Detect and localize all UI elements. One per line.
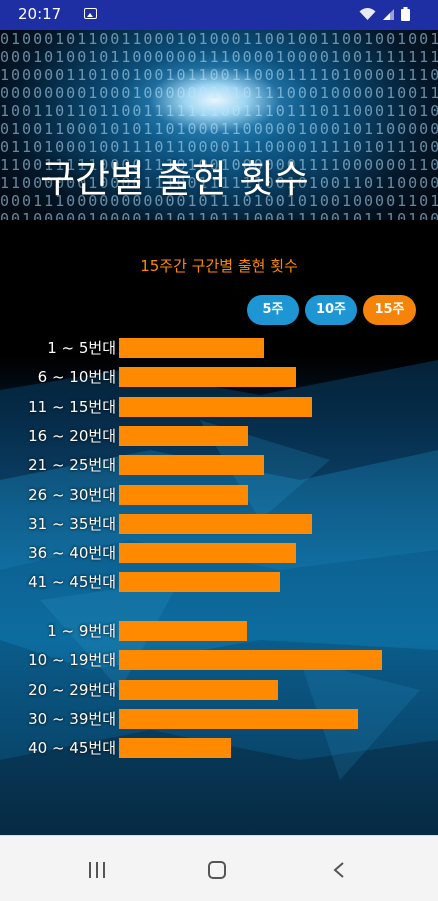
bar-label: 6 ~ 10번대 — [37, 368, 116, 387]
bar — [119, 543, 296, 564]
bar — [119, 708, 358, 729]
bar-label: 10 ~ 19번대 — [28, 651, 116, 670]
status-time: 20:17 — [18, 5, 62, 23]
bar-row: 36 ~ 40번대 — [0, 543, 438, 564]
bar-row: 31 ~ 35번대 — [0, 513, 438, 534]
bar — [119, 367, 296, 388]
bar-row: 6 ~ 10번대 — [0, 367, 438, 388]
bar-label: 1 ~ 9번대 — [47, 622, 116, 640]
bar-row: 11 ~ 15번대 — [0, 396, 438, 417]
chart-title: 15주간 구간별 출현 횟수 — [140, 257, 298, 275]
period-5-weeks-button[interactable]: 5주 — [247, 295, 299, 325]
bar-label: 31 ~ 35번대 — [28, 514, 116, 533]
bar-label: 30 ~ 39번대 — [28, 709, 116, 728]
bar-label: 41 ~ 45번대 — [28, 573, 116, 592]
period-15-weeks-button[interactable]: 15주 — [363, 295, 416, 325]
bar — [119, 650, 382, 671]
bar-label: 40 ~ 45번대 — [28, 739, 116, 758]
bar-row: 41 ~ 45번대 — [0, 572, 438, 593]
bar — [119, 396, 312, 417]
bar-row: 21 ~ 25번대 — [0, 455, 438, 476]
bar — [119, 621, 247, 641]
bar — [119, 738, 231, 759]
wifi-icon — [359, 7, 376, 20]
bar-label: 21 ~ 25번대 — [28, 456, 116, 475]
header-banner: 0100010110011000101000110010011001001001… — [0, 30, 438, 220]
bar-row: 1 ~ 9번대 — [0, 621, 438, 641]
navigation-bar — [0, 835, 438, 901]
bar — [119, 455, 264, 476]
bar-label: 20 ~ 29번대 — [28, 680, 116, 699]
bar — [119, 572, 280, 593]
bar — [119, 338, 264, 358]
back-icon[interactable] — [333, 862, 345, 878]
image-icon — [84, 8, 97, 19]
page-title: 구간별 출현 횟수 — [40, 157, 309, 201]
bar-row: 40 ~ 45번대 — [0, 738, 438, 759]
bar — [119, 484, 248, 505]
bar — [119, 425, 248, 446]
bar — [119, 513, 312, 534]
bar — [119, 679, 278, 700]
status-bar: 20:17 — [0, 0, 438, 30]
bar-label: 26 ~ 30번대 — [28, 485, 116, 504]
bar-label: 16 ~ 20번대 — [28, 426, 116, 445]
bar-row: 26 ~ 30번대 — [0, 484, 438, 505]
period-10-weeks-button[interactable]: 10주 — [305, 295, 357, 325]
bar-label: 1 ~ 5번대 — [47, 339, 116, 357]
bar-row: 1 ~ 5번대 — [0, 338, 438, 358]
signal-icon — [383, 8, 394, 20]
bar-row: 10 ~ 19번대 — [0, 650, 438, 671]
recent-apps-icon[interactable] — [88, 862, 106, 878]
bar-row: 30 ~ 39번대 — [0, 708, 438, 729]
home-icon[interactable] — [208, 861, 226, 879]
chart-panel: 15주간 구간별 출현 횟수 5주 10주 15주 1 ~ 5번대 6 ~ 10번… — [0, 220, 438, 835]
bar-row: 20 ~ 29번대 — [0, 679, 438, 700]
bar-row: 16 ~ 20번대 — [0, 425, 438, 446]
bar-label: 36 ~ 40번대 — [28, 544, 116, 563]
bar-label: 11 ~ 15번대 — [28, 397, 116, 416]
binary-tunnel-background: 0100010110011000101000110010011001001001… — [0, 30, 438, 220]
battery-icon — [401, 7, 410, 21]
